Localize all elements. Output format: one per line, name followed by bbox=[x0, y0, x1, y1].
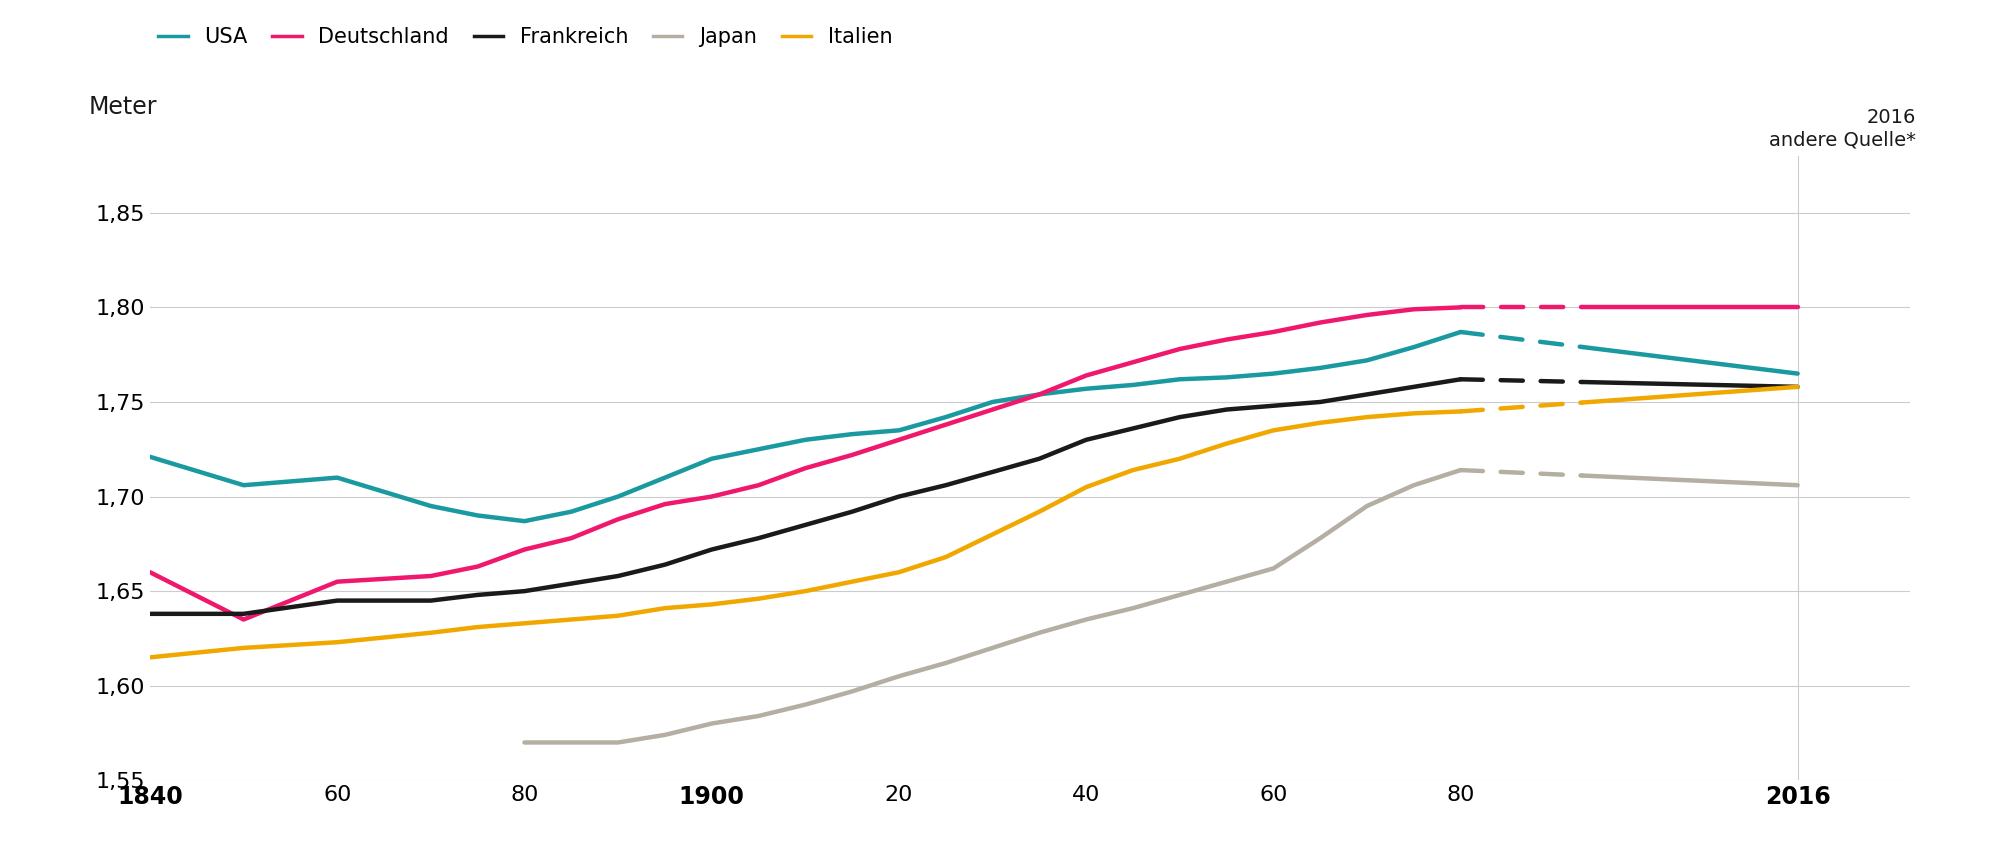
Text: Meter: Meter bbox=[88, 95, 156, 119]
Legend: USA, Deutschland, Frankreich, Japan, Italien: USA, Deutschland, Frankreich, Japan, Ita… bbox=[150, 19, 900, 55]
Text: 2016
andere Quelle*: 2016 andere Quelle* bbox=[1770, 108, 1916, 149]
